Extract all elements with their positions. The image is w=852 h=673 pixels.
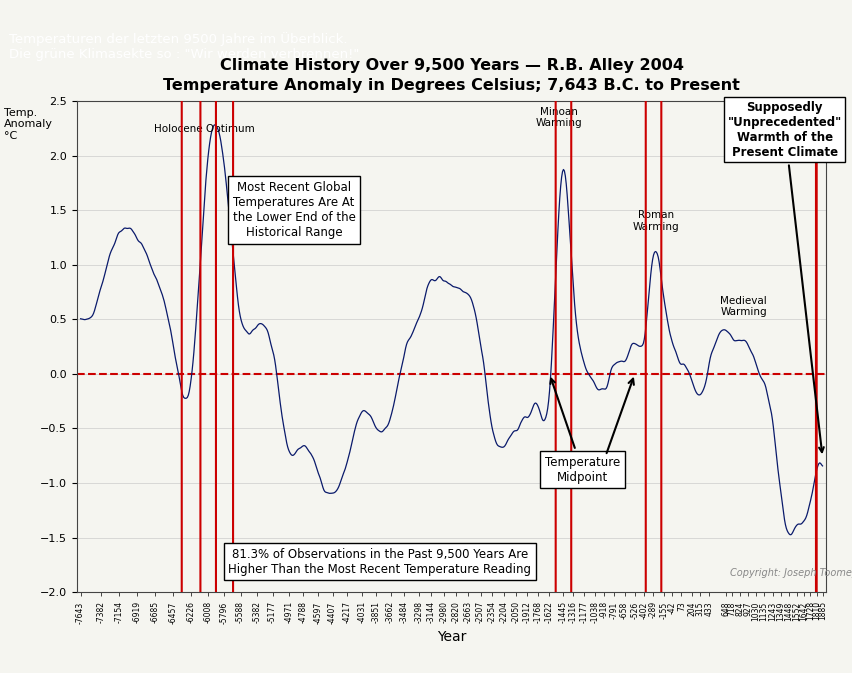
Text: Temperature
Midpoint: Temperature Midpoint <box>544 379 620 484</box>
Text: Temperaturen der letzten 9500 Jahre im Überblick.
Die grüne Klimasekte so : "Wir: Temperaturen der letzten 9500 Jahre im Ü… <box>9 32 359 61</box>
Title: Climate History Over 9,500 Years — R.B. Alley 2004
Temperature Anomaly in Degree: Climate History Over 9,500 Years — R.B. … <box>163 58 740 93</box>
Text: Copyright: Joseph Toomey: Copyright: Joseph Toomey <box>730 567 852 577</box>
Text: Most Recent Global
Temperatures Are At
the Lower End of the
Historical Range: Most Recent Global Temperatures Are At t… <box>233 181 355 239</box>
Text: Medieval
Warming: Medieval Warming <box>720 295 767 317</box>
Text: Minoan
Warming: Minoan Warming <box>536 106 582 129</box>
Text: Holocene Optimum: Holocene Optimum <box>154 124 255 134</box>
Text: Temp.
Anomaly
°C: Temp. Anomaly °C <box>4 108 54 141</box>
Text: Roman
Warming: Roman Warming <box>633 211 680 232</box>
Text: 81.3% of Observations in the Past 9,500 Years Are
Higher Than the Most Recent Te: 81.3% of Observations in the Past 9,500 … <box>228 548 532 575</box>
Text: Supposedly
"Unprecedented"
Warmth of the
Present Climate: Supposedly "Unprecedented" Warmth of the… <box>728 100 842 452</box>
X-axis label: Year: Year <box>437 631 466 645</box>
